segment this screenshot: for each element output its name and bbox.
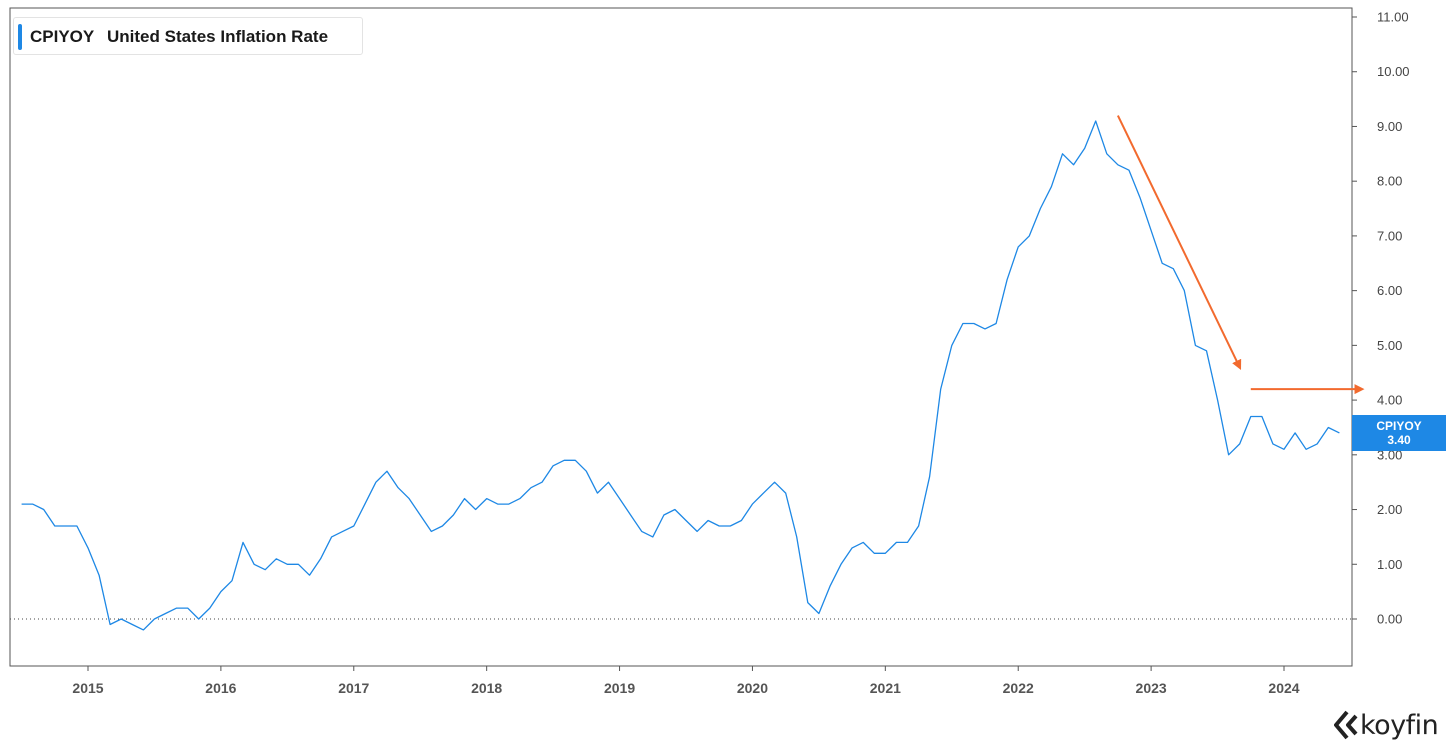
annotation-arrow: [1116, 115, 1242, 370]
plot-border: [9, 7, 1353, 667]
legend-ticker: CPIYOY: [30, 27, 95, 46]
y-tick-label: 7.00: [1377, 228, 1402, 243]
x-tick-label: 2017: [338, 680, 369, 696]
badge-ticker: CPIYOY: [1376, 419, 1422, 433]
badge-value: 3.40: [1387, 433, 1411, 447]
x-tick-label: 2019: [604, 680, 635, 696]
y-axis: 0.00 1.00 2.00 3.00 4.00 5.00 6.00 7.00 8.00 9.00…: [1352, 10, 1410, 627]
legend[interactable]: CPIYOY United States Inflation Rate: [13, 17, 363, 55]
x-tick-label: 2021: [870, 680, 901, 696]
x-tick-label: 2020: [737, 680, 768, 696]
legend-series-name: United States Inflation Rate: [107, 27, 329, 46]
x-axis: 2015 2016 2017 2018 2019 2020 2021 2022 2023 2024: [72, 666, 1300, 696]
y-tick-label: 9.00: [1377, 119, 1402, 134]
y-tick-label: 11.00: [1377, 10, 1409, 25]
series-cpiyoy: [21, 120, 1340, 631]
annotations: [1116, 115, 1365, 395]
last-value-badge: CPIYOY 3.40: [1352, 415, 1446, 451]
y-tick-label: 5.00: [1377, 338, 1402, 353]
y-tick-label: 4.00: [1377, 393, 1402, 408]
y-tick-label: 3.00: [1377, 447, 1402, 462]
plot-frame: [9, 7, 1353, 667]
koyfin-logo-text: koyfin: [1360, 709, 1439, 741]
y-tick-label: 10.00: [1377, 64, 1410, 79]
y-tick-label: 6.00: [1377, 283, 1402, 298]
y-tick-label: 8.00: [1377, 174, 1402, 189]
legend-color-swatch: [18, 24, 22, 50]
x-tick-label: 2022: [1003, 680, 1034, 696]
koyfin-logo-icon: [1334, 710, 1358, 740]
koyfin-logo: koyfin: [1334, 708, 1439, 742]
x-tick-label: 2023: [1136, 680, 1167, 696]
x-tick-label: 2018: [471, 680, 502, 696]
y-tick-label: 1.00: [1377, 557, 1402, 572]
x-tick-label: 2024: [1268, 680, 1299, 696]
x-tick-label: 2016: [205, 680, 236, 696]
series-line: [21, 120, 1340, 631]
x-tick-label: 2015: [72, 680, 103, 696]
y-tick-label: 2.00: [1377, 502, 1402, 517]
y-tick-label: 0.00: [1377, 612, 1402, 627]
